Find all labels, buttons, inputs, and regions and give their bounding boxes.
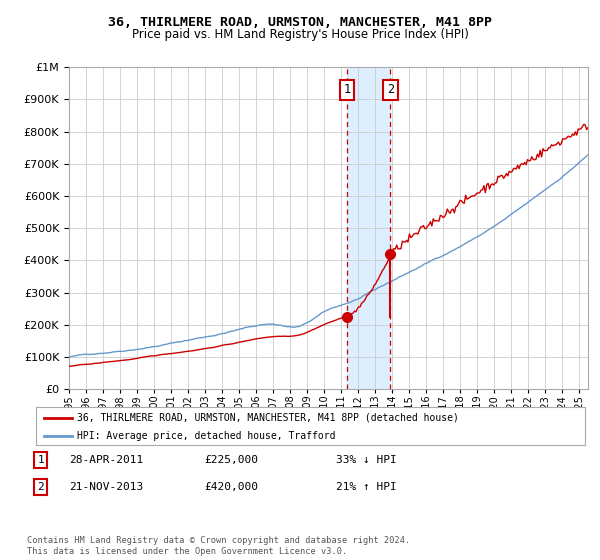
Text: 33% ↓ HPI: 33% ↓ HPI — [336, 455, 397, 465]
Text: 2: 2 — [387, 83, 394, 96]
Text: 2: 2 — [37, 482, 44, 492]
Text: Price paid vs. HM Land Registry's House Price Index (HPI): Price paid vs. HM Land Registry's House … — [131, 28, 469, 41]
Text: 36, THIRLMERE ROAD, URMSTON, MANCHESTER, M41 8PP: 36, THIRLMERE ROAD, URMSTON, MANCHESTER,… — [108, 16, 492, 29]
Text: £225,000: £225,000 — [204, 455, 258, 465]
Text: 1: 1 — [343, 83, 350, 96]
Text: Contains HM Land Registry data © Crown copyright and database right 2024.
This d: Contains HM Land Registry data © Crown c… — [27, 536, 410, 556]
Bar — [347, 67, 391, 389]
Text: 21-NOV-2013: 21-NOV-2013 — [69, 482, 143, 492]
Text: HPI: Average price, detached house, Trafford: HPI: Average price, detached house, Traf… — [77, 431, 335, 441]
Text: 36, THIRLMERE ROAD, URMSTON, MANCHESTER, M41 8PP (detached house): 36, THIRLMERE ROAD, URMSTON, MANCHESTER,… — [77, 413, 459, 423]
Text: £420,000: £420,000 — [204, 482, 258, 492]
Text: 21% ↑ HPI: 21% ↑ HPI — [336, 482, 397, 492]
Text: 1: 1 — [37, 455, 44, 465]
Text: 28-APR-2011: 28-APR-2011 — [69, 455, 143, 465]
